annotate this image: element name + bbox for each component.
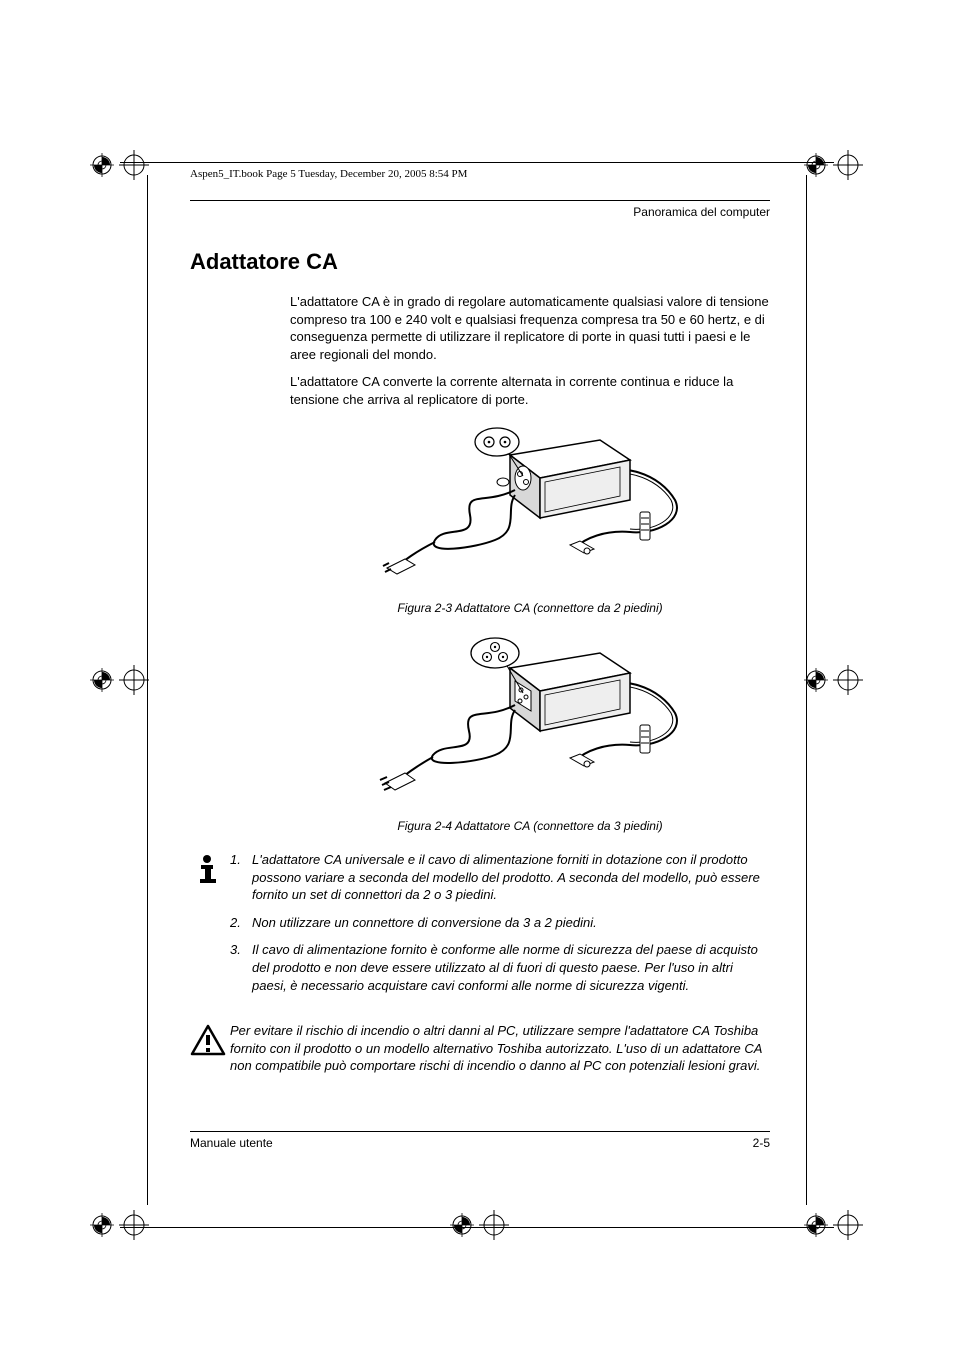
figure-adapter-3pin [290,633,770,813]
registration-mark-icon [804,665,864,695]
note-text: L'adattatore CA universale e il cavo di … [252,851,770,904]
registration-mark-icon [90,665,150,695]
footer-right: 2-5 [753,1136,770,1150]
registration-mark-icon [804,150,864,180]
warning-note: Per evitare il rischio di incendio o alt… [190,1022,770,1075]
content-area: Panoramica del computer Adattatore CA L'… [190,200,770,1075]
paragraph: L'adattatore CA è in grado di regolare a… [290,293,770,363]
registration-mark-icon [804,1210,864,1240]
figure-adapter-2pin [290,420,770,595]
info-icon [190,851,230,1004]
page: Aspen5_IT.book Page 5 Tuesday, December … [0,0,954,1350]
note-item: 1.L'adattatore CA universale e il cavo d… [230,851,770,904]
running-head: Aspen5_IT.book Page 5 Tuesday, December … [190,168,467,180]
info-note-body: 1.L'adattatore CA universale e il cavo d… [230,851,770,1004]
note-text: Non utilizzare un connettore di conversi… [252,914,770,932]
footer-rule [190,1131,770,1132]
footer-left: Manuale utente [190,1136,273,1150]
crop-line [120,162,834,163]
warning-note-body: Per evitare il rischio di incendio o alt… [230,1022,770,1075]
header-rule [190,200,770,201]
page-title: Adattatore CA [190,249,770,275]
figure-caption: Figura 2-4 Adattatore CA (connettore da … [290,819,770,833]
page-footer: Manuale utente 2-5 [190,1131,770,1150]
body-column: L'adattatore CA è in grado di regolare a… [290,293,770,833]
note-item: 2.Non utilizzare un connettore di conver… [230,914,770,932]
note-item: 3.Il cavo di alimentazione fornito è con… [230,941,770,994]
registration-mark-icon [90,1210,150,1240]
note-text: Il cavo di alimentazione fornito è confo… [252,941,770,994]
warning-icon [190,1022,230,1075]
info-note: 1.L'adattatore CA universale e il cavo d… [190,851,770,1004]
section-header: Panoramica del computer [190,205,770,219]
figure-caption: Figura 2-3 Adattatore CA (connettore da … [290,601,770,615]
registration-mark-icon [450,1210,510,1240]
registration-mark-icon [90,150,150,180]
paragraph: L'adattatore CA converte la corrente alt… [290,373,770,408]
warning-text: Per evitare il rischio di incendio o alt… [230,1022,770,1075]
